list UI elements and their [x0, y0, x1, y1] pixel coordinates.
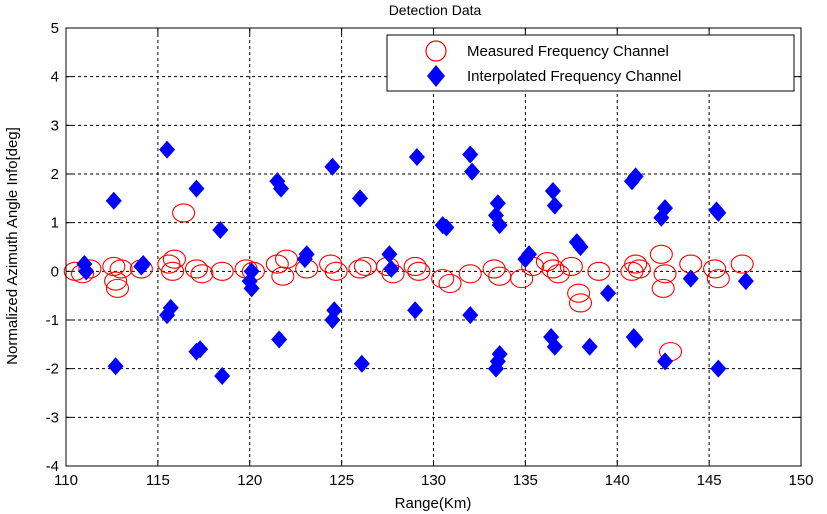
measured-point — [163, 250, 185, 268]
x-tick-label: 125 — [329, 472, 354, 489]
y-tick-label: 2 — [51, 166, 59, 183]
interpolated-point — [106, 192, 122, 210]
interpolated-point — [214, 367, 230, 385]
interpolated-point — [409, 148, 425, 166]
y-tick-label: 5 — [51, 20, 59, 37]
x-axis-label: Range(Km) — [395, 495, 472, 512]
x-tick-label: 135 — [513, 472, 538, 489]
interpolated-point — [212, 221, 228, 239]
measured-point — [110, 260, 132, 278]
measured-point — [650, 245, 672, 263]
measured-point — [459, 265, 481, 283]
y-tick-label: -4 — [46, 458, 59, 475]
interpolated-point — [407, 301, 423, 319]
interpolated-point — [108, 357, 124, 375]
measured-point — [568, 284, 590, 302]
chart-title: Detection Data — [389, 2, 482, 18]
measured-point — [731, 255, 753, 273]
measured-point — [628, 260, 650, 278]
interpolated-point — [324, 158, 340, 176]
x-tick-label: 120 — [237, 472, 262, 489]
legend: Measured Frequency Channel Interpolated … — [387, 35, 794, 91]
measured-point — [355, 257, 377, 275]
interpolated-point — [547, 197, 563, 215]
interpolated-point — [710, 360, 726, 378]
y-tick-label: 4 — [51, 69, 59, 86]
y-tick-label: 1 — [51, 215, 59, 232]
measured-point — [652, 279, 674, 297]
detection-data-chart: Detection Data 110 115 120 125 130 135 140 145 1… — [0, 0, 827, 514]
measured-point — [547, 265, 569, 283]
x-tick-label: 140 — [605, 472, 630, 489]
y-tick-label: -3 — [46, 409, 59, 426]
measured-point — [185, 260, 207, 278]
interpolated-point — [159, 141, 175, 159]
x-tick-label: 150 — [788, 472, 813, 489]
grid — [66, 28, 801, 466]
interpolated-point — [354, 355, 370, 373]
y-tick-label: -2 — [46, 361, 59, 378]
measured-point — [570, 294, 592, 312]
x-tick-label: 115 — [146, 472, 170, 489]
legend-label-measured: Measured Frequency Channel — [467, 43, 669, 60]
measured-point — [707, 270, 729, 288]
x-tick-label: 130 — [421, 472, 446, 489]
measured-point — [704, 260, 726, 278]
measured-point — [191, 265, 213, 283]
interpolated-point — [462, 146, 478, 164]
y-tick-label: 3 — [51, 117, 59, 134]
interpolated-point — [462, 306, 478, 324]
y-tick-label: 0 — [51, 263, 59, 280]
interpolated-point — [271, 330, 287, 348]
measured-point — [654, 265, 676, 283]
interpolated-point — [352, 189, 368, 207]
measured-point — [439, 275, 461, 293]
y-tick-label: -1 — [46, 312, 59, 329]
measured-point — [511, 270, 533, 288]
interpolated-point — [188, 180, 204, 198]
interpolated-point — [582, 338, 598, 356]
interpolated-point — [464, 163, 480, 181]
data-markers — [64, 141, 754, 385]
interpolated-point — [657, 352, 673, 370]
interpolated-point — [738, 272, 754, 290]
interpolated-point — [381, 245, 397, 263]
interpolated-point — [545, 182, 561, 200]
measured-point — [272, 267, 294, 285]
measured-point — [432, 270, 454, 288]
x-tick-label: 145 — [697, 472, 722, 489]
y-axis-label: Normalized Azimuth Angle Info[deg] — [4, 127, 21, 365]
measured-point — [173, 204, 195, 222]
legend-label-interpolated: Interpolated Frequency Channel — [467, 68, 681, 85]
interpolated-point — [600, 284, 616, 302]
